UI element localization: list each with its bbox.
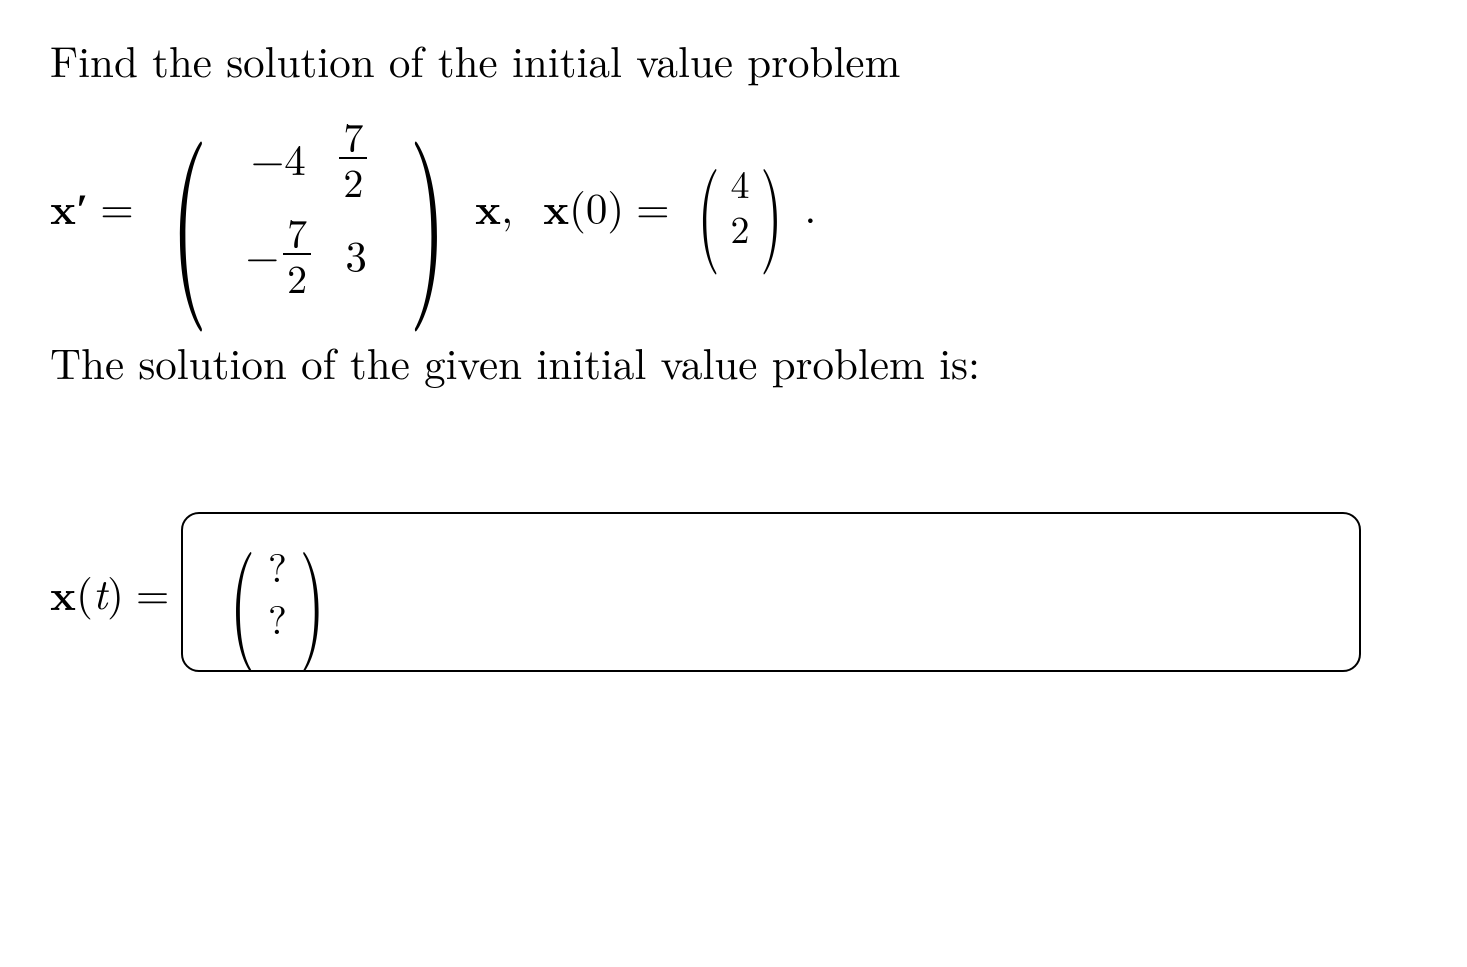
equation-ivp: x′ = ( −4 7 2 − 7 bbox=[50, 110, 1417, 302]
equals-sign-2: = bbox=[636, 176, 669, 236]
problem-intro: Find the solution of the initial value p… bbox=[50, 30, 1417, 90]
matrix-a21: − 7 2 bbox=[231, 206, 326, 302]
var-x-ic: x bbox=[543, 175, 569, 237]
answer-arg-var: t bbox=[93, 562, 107, 622]
period: . bbox=[804, 176, 816, 236]
paren-left-small: ( bbox=[697, 169, 719, 243]
answer-equation: x ( t ) = ( ? ? ) bbox=[50, 512, 1417, 672]
answer-vec-top: ? bbox=[268, 540, 287, 592]
paren-right-answer: ) bbox=[299, 550, 325, 634]
answer-vec-bot: ? bbox=[268, 592, 287, 644]
paren-right-large: ) bbox=[410, 135, 447, 278]
ic-vec-bot: 2 bbox=[730, 206, 749, 252]
paren-left-large: ( bbox=[170, 135, 207, 278]
var-x-prime: x′ bbox=[50, 175, 88, 237]
initial-condition-vector: ( 4 2 ) bbox=[688, 161, 793, 252]
matrix-a11: −4 bbox=[233, 123, 323, 193]
comma: , bbox=[501, 176, 513, 236]
answer-arg-close: ) bbox=[107, 562, 124, 622]
var-x-after-matrix: x bbox=[475, 175, 501, 237]
answer-input-box[interactable]: ( ? ? ) bbox=[181, 512, 1361, 672]
equals-sign-3: = bbox=[136, 562, 169, 622]
answer-vector: ( ? ? ) bbox=[219, 540, 335, 644]
var-x-answer: x bbox=[50, 561, 76, 623]
matrix-a12: 7 2 bbox=[323, 110, 383, 206]
matrix-a22: 3 bbox=[326, 219, 386, 289]
equals-sign-1: = bbox=[100, 176, 133, 236]
ic-vec-top: 4 bbox=[730, 161, 749, 207]
paren-right-small: ) bbox=[761, 169, 783, 243]
paren-left-answer: ( bbox=[230, 550, 256, 634]
answer-arg-open: ( bbox=[76, 562, 93, 622]
solution-intro: The solution of the given initial value … bbox=[50, 332, 1417, 392]
ic-argument: (0) bbox=[569, 176, 624, 236]
coefficient-matrix: ( −4 7 2 − 7 bbox=[152, 110, 465, 302]
